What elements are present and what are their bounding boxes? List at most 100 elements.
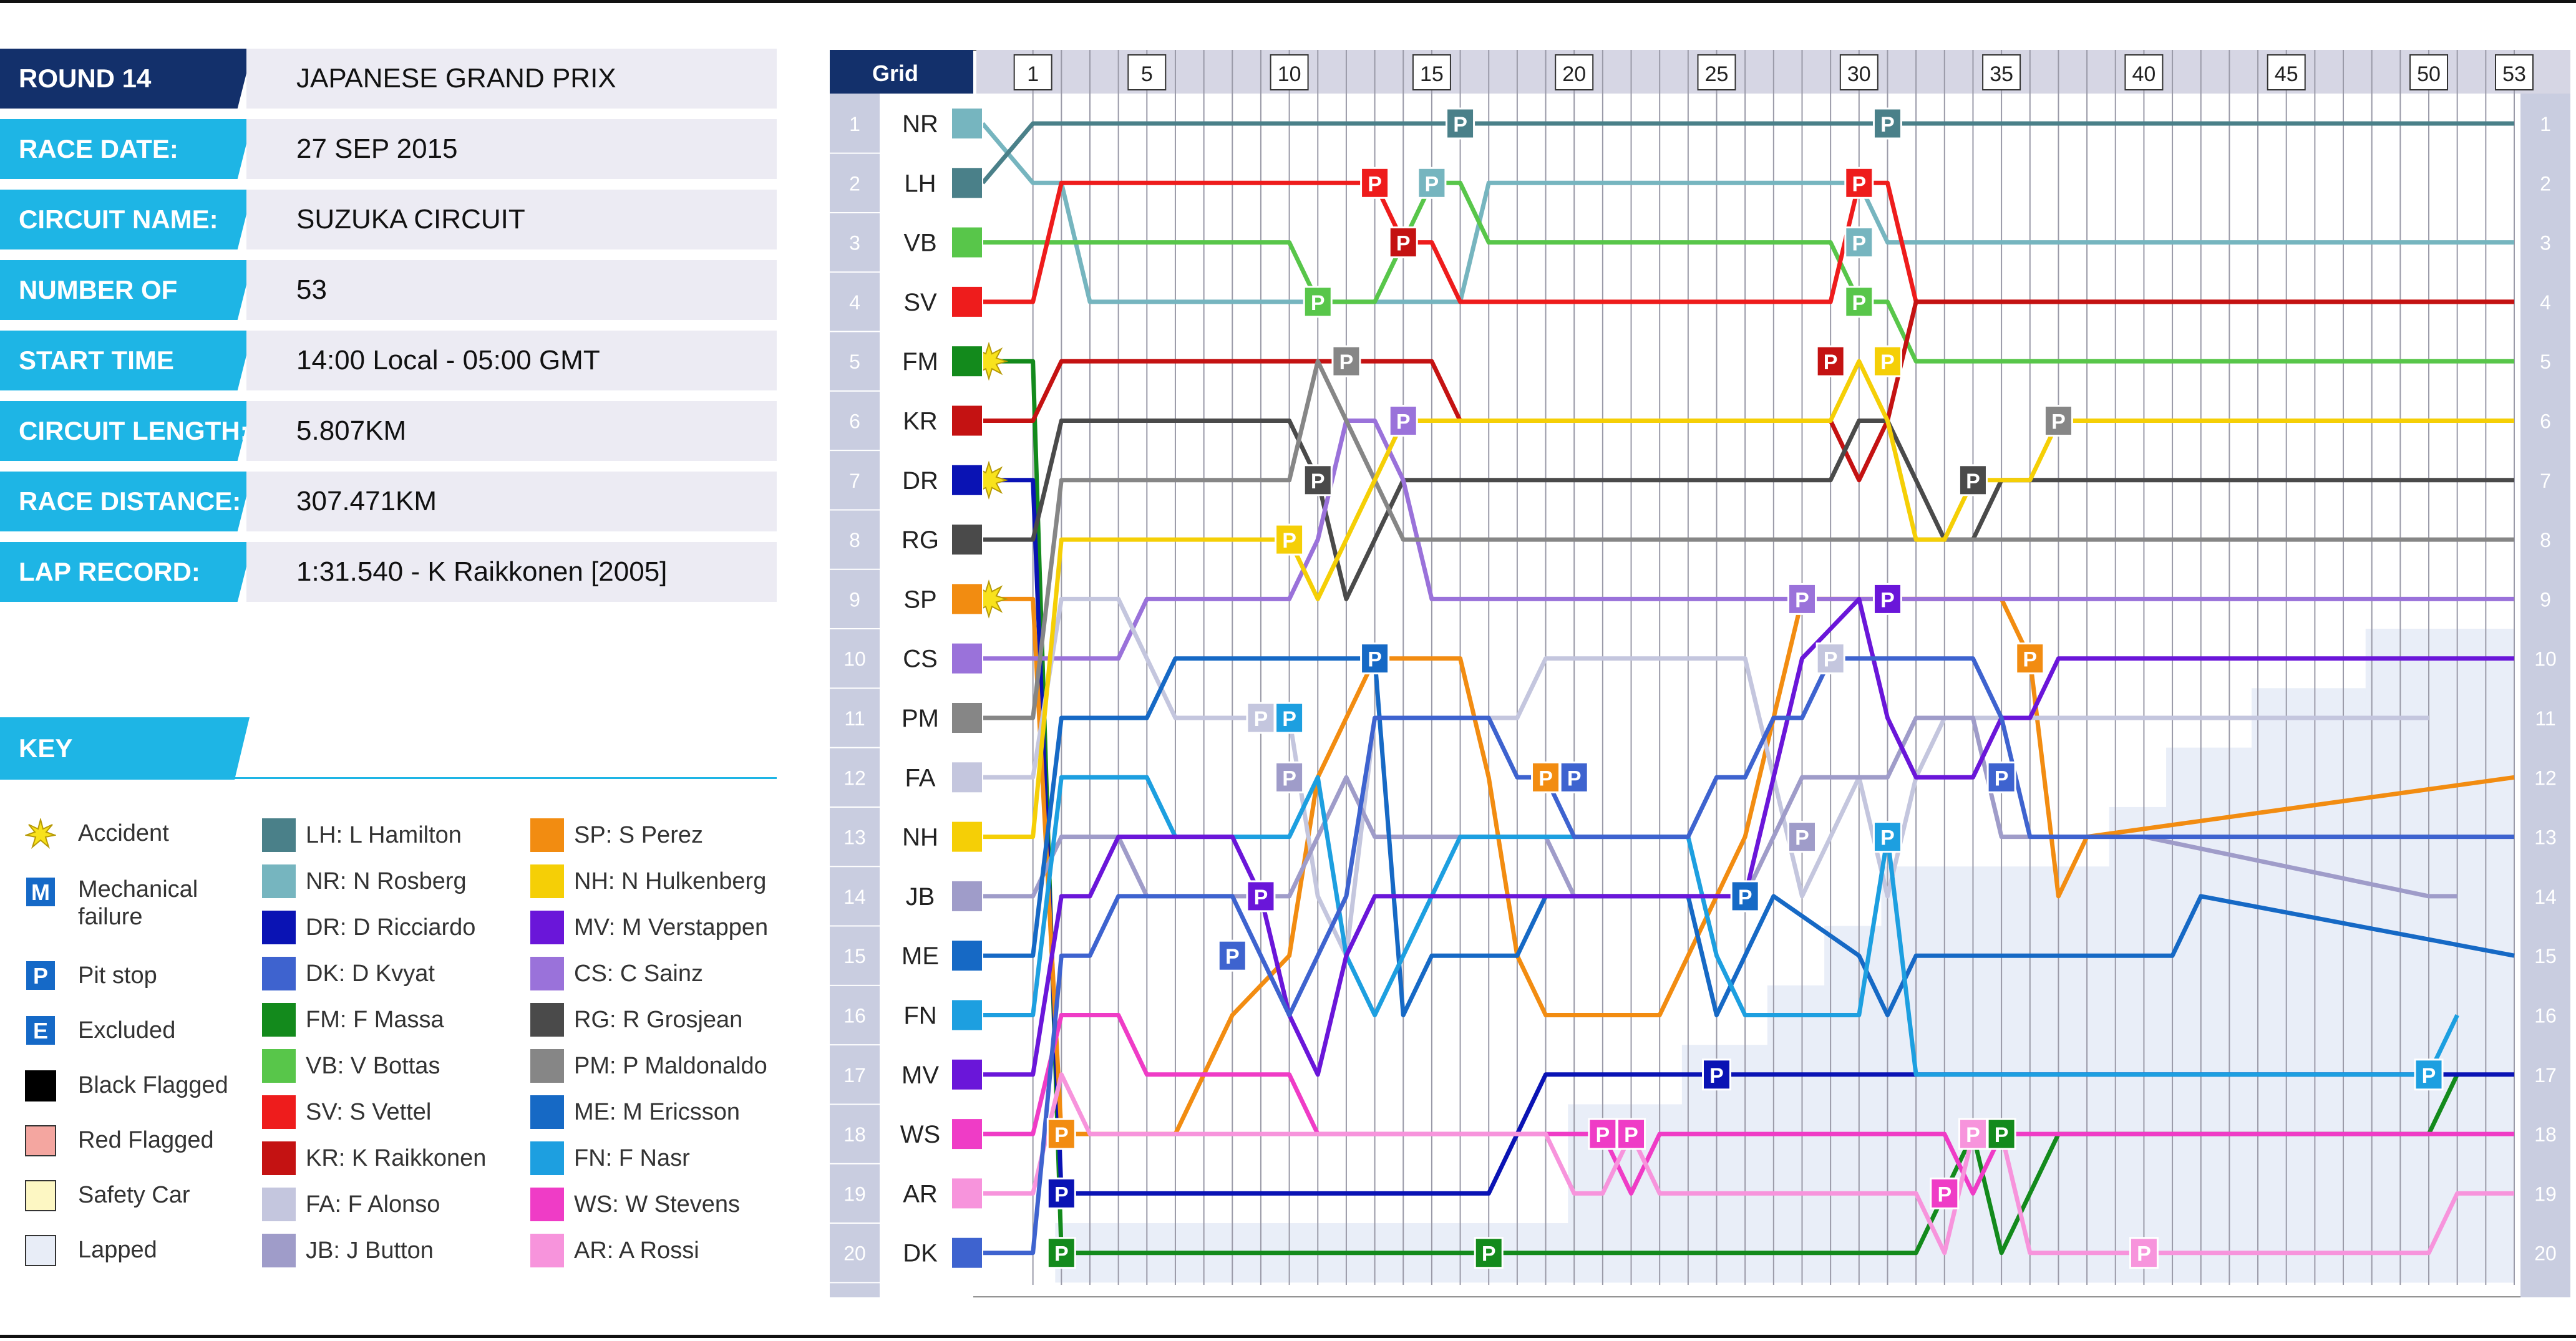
key-label: Mechanical failure: [78, 876, 198, 930]
pit-stop-icon: P: [1872, 345, 1902, 377]
lap-tick-30: 30: [1839, 54, 1879, 90]
pit-stop-box: [1702, 1058, 1732, 1091]
position-label-left: 6: [849, 410, 860, 433]
position-line-sp: [983, 596, 2515, 1136]
pit-stop-icon: P: [1275, 761, 1305, 793]
pit-stop-icon: P: [1531, 761, 1561, 793]
info-label: RACE DATE:: [0, 119, 253, 179]
position-label-right: 8: [2540, 529, 2551, 551]
pit-stop-icon: P: [1986, 761, 2016, 793]
pit-stop-icon: P: [1730, 880, 1760, 913]
info-label: START TIME: [0, 331, 253, 390]
pit-stop-icon: P: [1815, 642, 1845, 675]
position-label-left: 18: [843, 1123, 866, 1146]
pit-stop-icon: P: [1331, 345, 1361, 377]
lap-tick-label: 45: [2275, 62, 2298, 86]
pit-stop-letter: P: [1995, 1123, 2009, 1147]
pit-stop-icon: P: [2015, 642, 2045, 675]
grid-driver-code: KR: [903, 408, 938, 435]
driver-swatch-ar: [530, 1234, 564, 1267]
position-label-right: 18: [2534, 1123, 2557, 1146]
lapped-zone: [2365, 629, 2514, 1283]
info-label: CIRCUIT NAME:: [0, 190, 253, 249]
grid-driver-code: VB: [903, 230, 936, 257]
pit-stop-box: [1446, 107, 1475, 140]
pit-stop-icon: P: [1275, 702, 1305, 734]
pit-stop-letter: P: [1339, 351, 1354, 374]
pit-stop-box: [1417, 167, 1447, 199]
lap-tick-label: 5: [1141, 62, 1153, 86]
lap-tick-box: [2495, 54, 2534, 90]
driver-name-fn: FN: F Nasr: [574, 1145, 690, 1171]
position-label-right: 5: [2540, 351, 2551, 373]
position-label-right: 10: [2534, 648, 2557, 670]
grid-header-cell: [830, 50, 973, 94]
pit-stop-letter: P: [1880, 113, 1895, 137]
grid-driver-code: SP: [903, 586, 936, 613]
lap-tick-20: 20: [1555, 54, 1594, 90]
pit-stop-box: [1046, 1118, 1076, 1150]
position-line-rg: [983, 419, 2514, 601]
pit-stop-box: [1275, 761, 1305, 793]
pit-stop-letter: P: [1709, 1064, 1724, 1088]
pit-stop-letter: P: [1852, 291, 1866, 315]
pit-stop-icon: P: [1046, 1118, 1076, 1150]
black-flag-icon: [25, 1070, 56, 1101]
grid-driver-code: FA: [905, 764, 936, 792]
info-row-length: CIRCUIT LENGTH: 5.807KM: [0, 401, 777, 461]
grid-driver-swatch: [951, 702, 983, 734]
position-label-right: 16: [2534, 1005, 2557, 1027]
info-label: LAP RECORD:: [0, 542, 253, 602]
position-label-right: 1: [2540, 113, 2551, 135]
driver-name-nh: NH: N Hulkenberg: [574, 868, 767, 894]
grid-driver-code: SV: [903, 289, 937, 316]
pit-stop-box: [1360, 642, 1390, 675]
grid-header: Grid: [872, 61, 918, 86]
lap-tick-10: 10: [1270, 54, 1309, 90]
position-line-fa: [983, 596, 2429, 958]
pit-stop-box: [1246, 702, 1276, 734]
pit-stop-box: [1872, 345, 1902, 377]
pit-stop-letter: P: [1054, 1242, 1069, 1266]
position-line-sv: [983, 180, 2514, 304]
driver-swatch-jb: [262, 1234, 296, 1267]
pit-stop-icon: P: [1474, 1237, 1504, 1269]
pit-stop-box: [1559, 761, 1589, 793]
pit-stop-letter: P: [1368, 648, 1382, 672]
pit-stop-icon: P: [1217, 939, 1247, 972]
accident-icon: [25, 818, 56, 849]
pit-stop-icon: P: [2414, 1058, 2444, 1091]
pit-stop-letter: P: [1824, 648, 1838, 672]
pit-stop-letter: P: [1937, 1183, 1951, 1206]
pit-stop-icon: P: [1559, 761, 1589, 793]
svg-text:E: E: [33, 1018, 48, 1043]
grid-driver-swatch: [951, 879, 983, 913]
position-line-mv: [983, 596, 2514, 1077]
driver-name-sv: SV: S Vettel: [306, 1099, 432, 1125]
pit-stop-box: [2043, 405, 2073, 437]
pit-stop-letter: P: [1852, 232, 1866, 256]
lap-tick-box: [1412, 54, 1451, 90]
pit-stop-box: [1872, 821, 1902, 853]
key-heading: KEY: [0, 717, 250, 780]
lap-tick-40: 40: [2124, 54, 2164, 90]
pit-stop-icon: P: [1303, 464, 1333, 496]
pit-stop-letter: P: [1225, 945, 1240, 969]
lap-tick-45: 45: [2267, 54, 2306, 90]
driver-name-lh: LH: L Hamilton: [306, 822, 462, 848]
pit-stop-icon: P: [1930, 1177, 1960, 1209]
pit-stop-icon: P: [1446, 107, 1475, 140]
lap-tick-label: 20: [1562, 62, 1586, 86]
driver-swatch-fm: [262, 1003, 296, 1037]
lap-tick-1: 1: [1013, 54, 1052, 90]
pit-stop-icon: P: [1303, 286, 1333, 318]
info-row-distance: RACE DISTANCE: 307.471KM: [0, 472, 777, 531]
lap-tick-label: 15: [1420, 62, 1444, 86]
position-label-left: 9: [849, 588, 860, 611]
pit-stop-box: [1046, 1177, 1076, 1209]
pit-stop-letter: P: [1880, 588, 1895, 612]
driver-swatch-kr: [262, 1141, 296, 1175]
position-label-left: 1: [849, 113, 860, 135]
pit-stop-icon: P: [1588, 1118, 1618, 1150]
